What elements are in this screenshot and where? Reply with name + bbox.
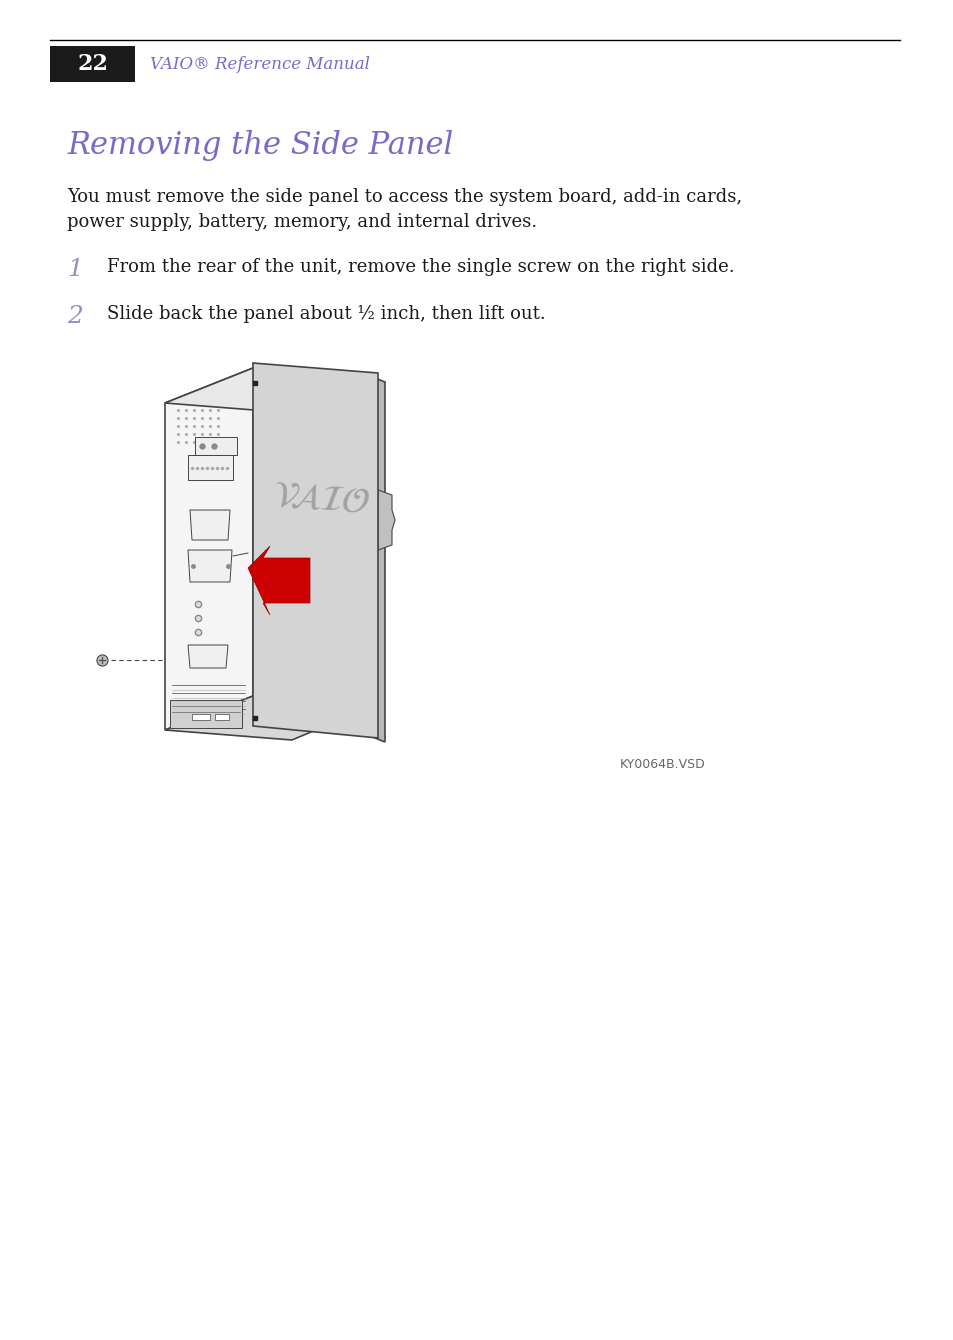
Text: You must remove the side panel to access the system board, add-in cards,: You must remove the side panel to access…: [67, 188, 741, 206]
Text: Removing the Side Panel: Removing the Side Panel: [67, 130, 453, 161]
Bar: [194, 437, 236, 456]
Polygon shape: [375, 378, 385, 742]
Bar: [192, 714, 210, 720]
Polygon shape: [377, 490, 395, 549]
Text: 22: 22: [77, 54, 109, 75]
Text: $\mathcal{V\!AIO}$: $\mathcal{V\!AIO}$: [272, 478, 372, 521]
Polygon shape: [188, 645, 228, 669]
Text: VAIO® Reference Manual: VAIO® Reference Manual: [150, 55, 370, 72]
Text: 1: 1: [67, 259, 83, 281]
Bar: [214, 714, 229, 720]
Polygon shape: [253, 363, 377, 738]
Text: KY0064B.VSD: KY0064B.VSD: [619, 758, 705, 770]
Bar: [170, 699, 242, 728]
Polygon shape: [165, 695, 375, 740]
Text: power supply, battery, memory, and internal drives.: power supply, battery, memory, and inter…: [67, 213, 537, 230]
Text: 2: 2: [67, 306, 83, 328]
Polygon shape: [165, 369, 253, 730]
Bar: [188, 456, 233, 480]
Bar: [50, 46, 135, 82]
Polygon shape: [188, 549, 232, 582]
Polygon shape: [165, 369, 377, 413]
Text: Slide back the panel about ½ inch, then lift out.: Slide back the panel about ½ inch, then …: [107, 306, 545, 323]
Polygon shape: [248, 545, 310, 615]
Text: From the rear of the unit, remove the single screw on the right side.: From the rear of the unit, remove the si…: [107, 259, 734, 276]
Polygon shape: [190, 511, 230, 540]
